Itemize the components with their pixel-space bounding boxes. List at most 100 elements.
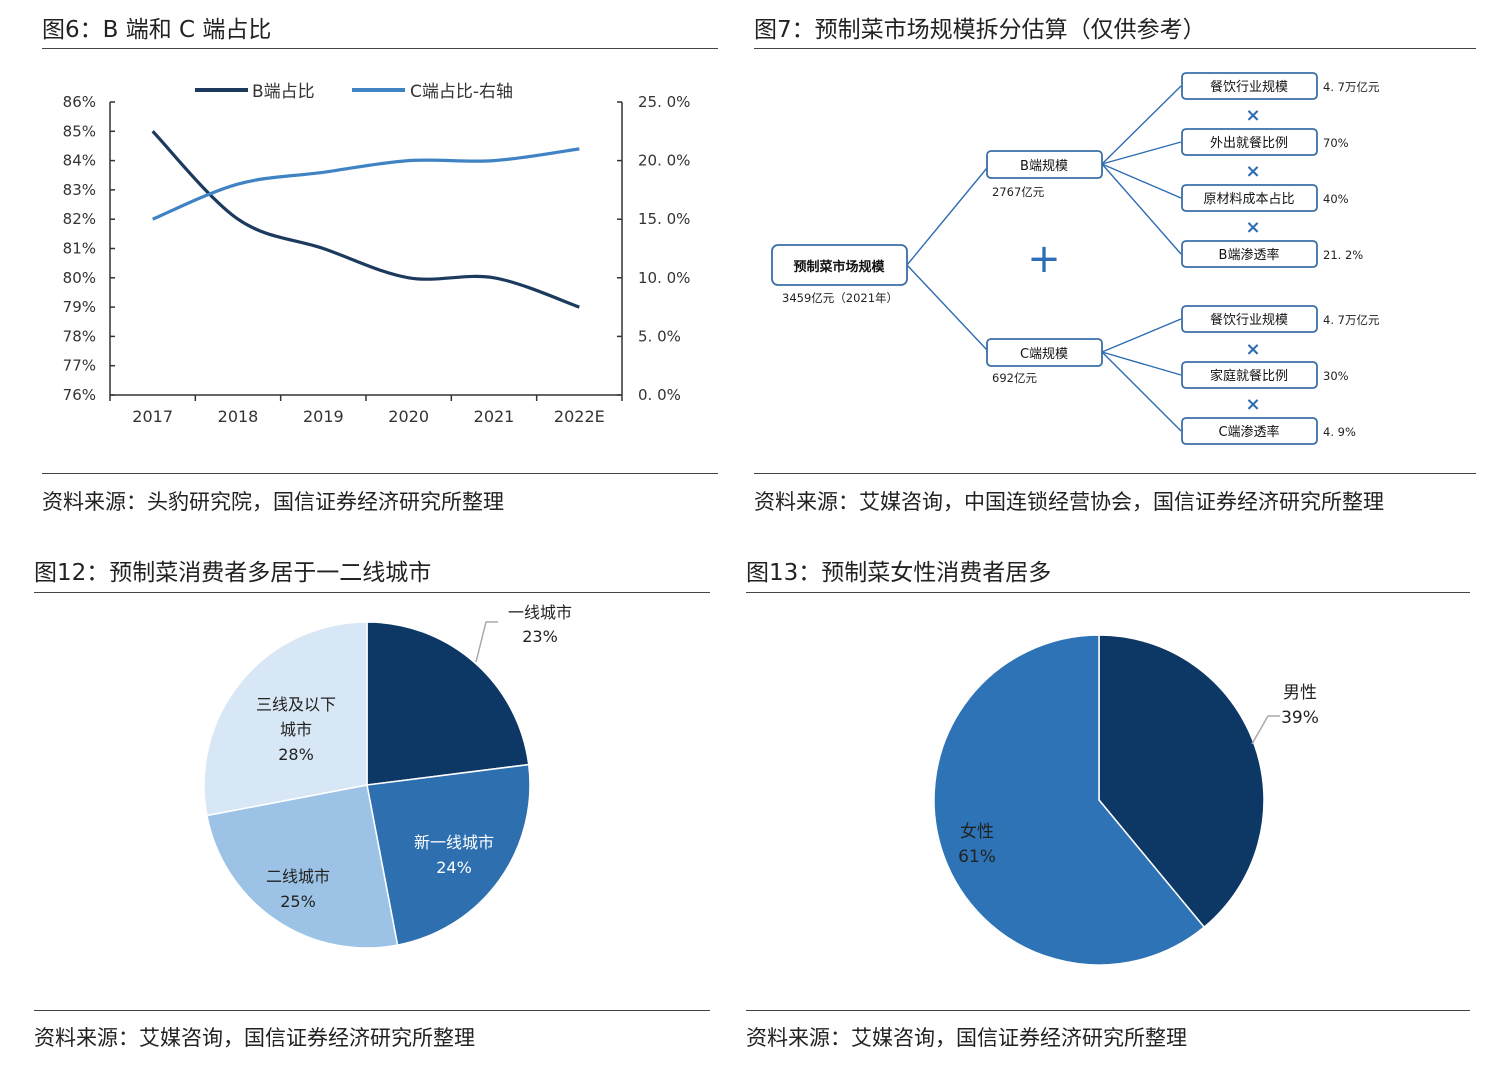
fig7-title: 图7：预制菜市场规模拆分估算（仅供参考） (754, 17, 1206, 43)
x-tick-label: 2018 (218, 407, 259, 426)
y-right-tick-label: 25. 0% (638, 93, 690, 111)
pie-chart-gender: 男性 39% 女性 61% (933, 634, 1319, 966)
y-left-tick-label: 86% (63, 93, 96, 111)
y-left-tick-label: 80% (63, 269, 96, 287)
fig6-source-rule (42, 473, 718, 474)
b-factor-4-label: B端渗透率 (1219, 247, 1280, 263)
series-line-c-share (152, 147, 580, 221)
b-factor-3: 原材料成本占比 40% (1181, 184, 1349, 212)
plus-icon: + (1027, 236, 1061, 282)
b-factor-2-value: 70% (1323, 136, 1349, 150)
y-left-tick-label: 85% (63, 122, 96, 140)
node-root: 预制菜市场规模 3459亿元（2021年） (771, 244, 908, 305)
line-chart-b-c-share: B端占比 C端占比-右轴 86% 85% 84% 83% 82% 81% 80% 79% 78%… (63, 82, 691, 426)
pie-value-new-tier1: 24% (436, 858, 472, 877)
fig12-source: 资料来源：艾媒咨询，国信证券经济研究所整理 (34, 1026, 475, 1050)
fig12-source-rule (34, 1010, 710, 1011)
pie-value-tier3: 28% (278, 745, 314, 764)
gender-slice-1 (1098, 634, 1265, 929)
series-line-b-share (151, 130, 580, 309)
c-factor-2-label: 家庭就餐比例 (1210, 368, 1288, 384)
c-factor-1: 餐饮行业规模 4. 7万亿元 (1181, 305, 1380, 333)
fig6-title: 图6：B 端和 C 端占比 (42, 17, 272, 43)
x-tick-label: 2022E (554, 407, 605, 426)
diagram-connectors (906, 85, 1182, 432)
c-factor-2: 家庭就餐比例 30% (1181, 361, 1349, 389)
c-factor-1-value: 4. 7万亿元 (1323, 313, 1380, 327)
pie-value-tier1: 23% (522, 627, 558, 646)
c-factor-3-value: 4. 9% (1323, 425, 1356, 439)
fig13-source: 资料来源：艾媒咨询，国信证券经济研究所整理 (746, 1026, 1187, 1050)
c-factor-3-label: C端渗透率 (1218, 424, 1279, 440)
fig6-source: 资料来源：头豹研究院，国信证券经济研究所整理 (42, 490, 504, 514)
x-tick-label: 2019 (303, 407, 344, 426)
b-factor-2-label: 外出就餐比例 (1210, 135, 1288, 151)
node-b-scale: B端规模 2767亿元 (986, 150, 1103, 199)
city-tier-slice-2 (366, 763, 531, 946)
y-right-tick-label: 5. 0% (638, 327, 681, 345)
c-factor-2-value: 30% (1323, 369, 1349, 383)
b-factor-1-label: 餐饮行业规模 (1210, 79, 1288, 95)
y-left-tick-label: 76% (63, 386, 96, 404)
node-b-label: B端规模 (1020, 159, 1068, 174)
city-tier-slice-4 (203, 621, 368, 817)
chart-legend: B端占比 C端占比-右轴 (195, 82, 513, 102)
b-factor-1-value: 4. 7万亿元 (1323, 80, 1380, 94)
legend-label-c: C端占比-右轴 (410, 82, 513, 102)
pie-label-tier3-line2: 城市 (280, 720, 312, 739)
y-left-tick-label: 84% (63, 152, 96, 170)
multiply-icon: × (1245, 394, 1260, 415)
fig13-source-rule (746, 1010, 1470, 1011)
b-factor-3-label: 原材料成本占比 (1203, 192, 1294, 207)
market-size-breakdown-diagram: 预制菜市场规模 3459亿元（2021年） + B端规模 2767亿元 C端规模… (771, 72, 1380, 445)
node-c-note: 692亿元 (992, 371, 1037, 385)
pie-value-tier2: 25% (280, 892, 316, 911)
multiply-icon: × (1245, 339, 1260, 360)
multiply-icon: × (1245, 217, 1260, 238)
pie-value-female: 61% (958, 847, 996, 867)
fig12-title-rule (34, 592, 710, 593)
pie-labels: 一线城市 23% 新一线城市 24% 二线城市 25% 三线及以下 城市 28% (256, 603, 572, 911)
b-factor-1: 餐饮行业规模 4. 7万亿元 (1181, 72, 1380, 100)
node-c-scale: C端规模 692亿元 (986, 338, 1103, 385)
y-left-tick-label: 78% (63, 327, 96, 345)
legend-label-b: B端占比 (252, 82, 315, 102)
c-factor-1-label: 餐饮行业规模 (1210, 312, 1288, 328)
y-right-tick-label: 20. 0% (638, 152, 690, 170)
y-left-tick-label: 81% (63, 240, 96, 258)
b-factor-2: 外出就餐比例 70% (1181, 128, 1349, 156)
fig6-title-rule (42, 48, 718, 49)
city-tier-slice-3 (206, 784, 399, 949)
c-factor-3: C端渗透率 4. 9% (1181, 417, 1356, 445)
node-root-label: 预制菜市场规模 (793, 259, 885, 275)
y-left-tick-label: 83% (63, 181, 96, 199)
city-tier-slice-1 (366, 621, 530, 786)
node-c-label: C端规模 (1020, 347, 1068, 362)
fig7-source: 资料来源：艾媒咨询，中国连锁经营协会，国信证券经济研究所整理 (754, 490, 1384, 514)
node-root-note: 3459亿元（2021年） (782, 291, 898, 305)
pie-label-tier1-leader (475, 621, 498, 663)
x-tick-label: 2021 (474, 407, 515, 426)
pie-value-male: 39% (1281, 708, 1319, 728)
pie-slices (203, 621, 531, 949)
fig7-source-rule (754, 473, 1476, 474)
x-tick-label: 2020 (388, 407, 429, 426)
y-left-tick-label: 79% (63, 298, 96, 316)
b-factor-4: B端渗透率 21. 2% (1181, 240, 1363, 268)
y-right-tick-label: 15. 0% (638, 210, 690, 228)
pie-slices (933, 634, 1265, 966)
fig13-title-rule (746, 592, 1470, 593)
y-left-tick-label: 77% (63, 357, 96, 375)
y-right-tick-label: 10. 0% (638, 269, 690, 287)
pie-chart-city-tier: 一线城市 23% 新一线城市 24% 二线城市 25% 三线及以下 城市 28% (203, 603, 572, 949)
b-factor-4-value: 21. 2% (1323, 248, 1363, 262)
chart-axes: 86% 85% 84% 83% 82% 81% 80% 79% 78% 77% 76% 25. 0% 2… (63, 93, 691, 426)
fig12-title: 图12：预制菜消费者多居于一二线城市 (34, 560, 432, 586)
pie-label-new-tier1: 新一线城市 (414, 833, 494, 852)
pie-label-tier2: 二线城市 (266, 867, 330, 886)
multiply-icon: × (1245, 105, 1260, 126)
pie-label-tier3: 三线及以下 (256, 695, 336, 714)
node-b-note: 2767亿元 (992, 185, 1045, 199)
pie-label-female: 女性 (960, 822, 994, 842)
fig13-title: 图13：预制菜女性消费者居多 (746, 560, 1052, 586)
